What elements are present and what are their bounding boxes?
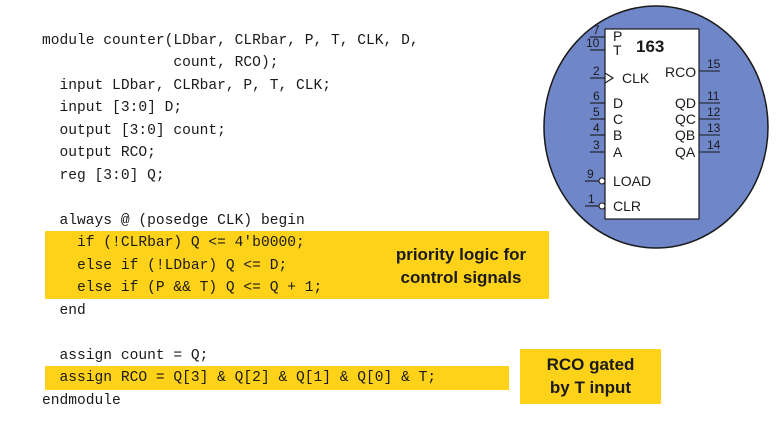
pin-number: 10 [586,36,600,50]
pin-number: 15 [707,57,721,71]
priority-callout-line2: control signals [400,268,522,287]
pin-label-qb: QB [675,127,695,143]
pin-number: 9 [587,167,594,181]
pin-label-clr: CLR [613,198,641,214]
rco-callout-box [520,349,661,404]
pin-label-clk: CLK [622,70,650,86]
pin-label-qd: QD [675,95,696,111]
code-line: always @ (posedge CLK) begin [42,213,305,229]
pin-number: 4 [593,121,600,135]
code-line: end [42,303,86,319]
pin-label-p: P [613,28,622,44]
pin-number: 2 [593,64,600,78]
pin-number: 6 [593,89,600,103]
clock-triangle-icon [604,72,615,84]
chip-title: 163 [636,37,664,56]
rco-callout-line2: by T input [549,378,632,397]
code-line: if (!CLRbar) Q <= 4'b0000; [42,235,305,251]
pin-label-b: B [613,127,622,143]
code-line: assign count = Q; [42,348,209,364]
priority-callout: priority logic for control signals [378,243,544,289]
right-pins [699,70,720,153]
pin-number: 11 [707,89,720,103]
code-line: count, RCO); [42,55,279,71]
pin-number: 1 [588,192,595,206]
pin-label-qc: QC [675,111,696,127]
pin-number: 3 [593,138,600,152]
code-line: reg [3:0] Q; [42,168,165,184]
code-line: output RCO; [42,145,156,161]
rco-assign-highlight [45,366,509,390]
priority-callout-line1: priority logic for [395,245,527,264]
rco-callout: RCO gated by T input [520,353,661,399]
pin-number: 5 [593,105,600,119]
pin-label-qa: QA [675,144,696,160]
rco-callout-line1: RCO gated [546,355,635,374]
load-bubble-icon [598,177,606,185]
pin-number: 13 [707,121,721,135]
code-line: input [3:0] D; [42,100,183,116]
code-line: module counter(LDbar, CLRbar, P, T, CLK,… [42,33,419,49]
code-line: assign RCO = Q[3] & Q[2] & Q[1] & Q[0] &… [42,370,437,386]
pin-label-t: T [613,42,622,58]
pin-number: 14 [707,138,721,152]
pin-label-d: D [613,95,623,111]
code-line: output [3:0] count; [42,123,226,139]
pin-label-c: C [613,111,623,127]
chip-body [604,28,700,220]
pin-label-a: A [613,144,623,160]
code-line: else if (!LDbar) Q <= D; [42,258,288,274]
pin-label-rco: RCO [665,64,696,80]
code-line: endmodule [42,393,121,409]
code-line: else if (P && T) Q <= Q + 1; [42,280,323,296]
pin-number: 12 [707,105,721,119]
left-pins [585,36,605,207]
priority-logic-highlight [45,231,549,299]
code-line: input LDbar, CLRbar, P, T, CLK; [42,78,332,94]
pin-label-load: LOAD [613,173,651,189]
pin-number: 7 [593,23,600,37]
clr-bubble-icon [598,202,606,210]
